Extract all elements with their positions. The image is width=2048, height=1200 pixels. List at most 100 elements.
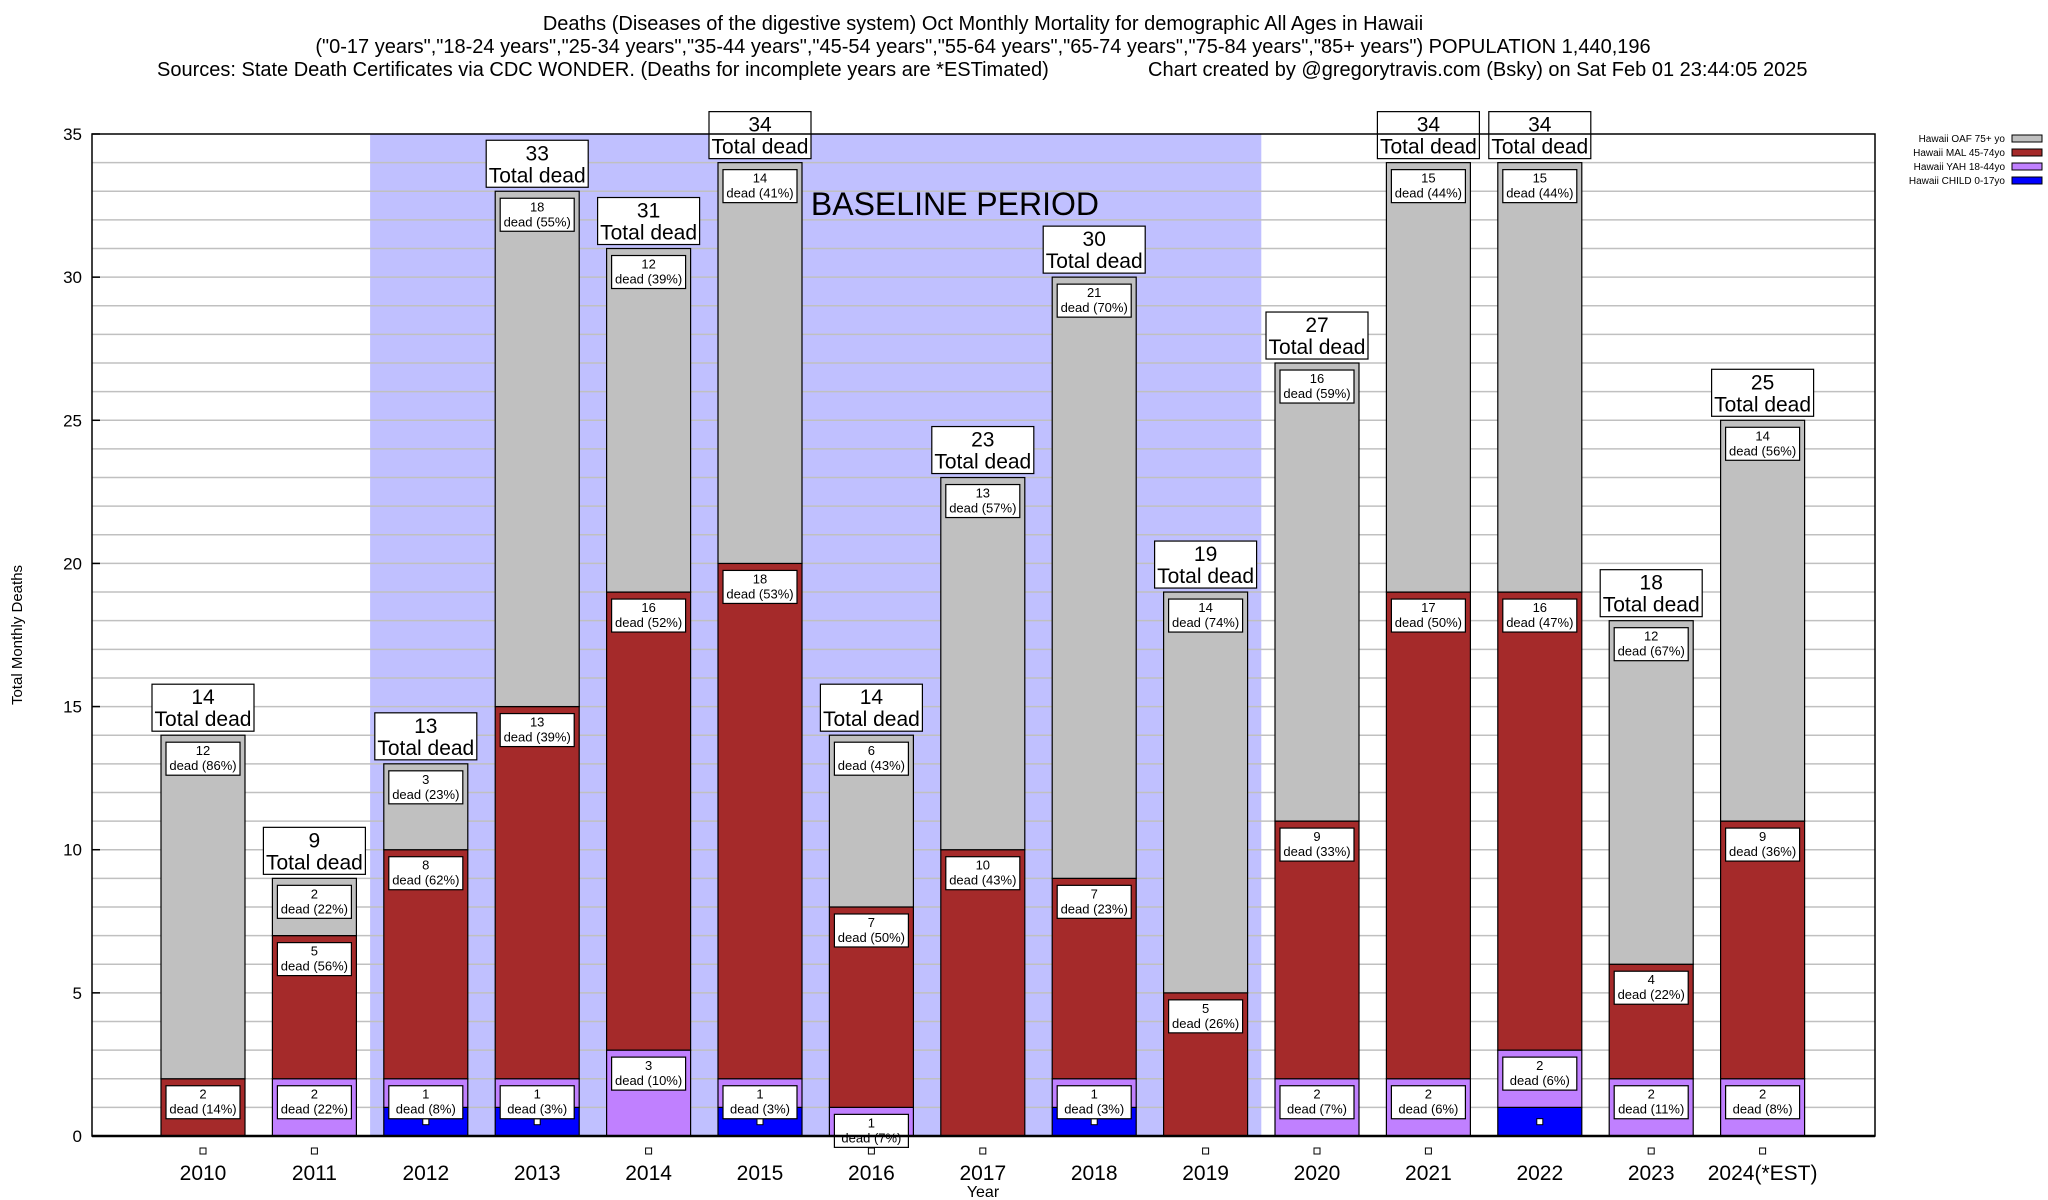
legend-label: Hawaii YAH 18-44yo bbox=[1914, 162, 2006, 173]
segment-count: 2 bbox=[1313, 1087, 1320, 1102]
total-value: 14 bbox=[860, 686, 884, 709]
zero-marker bbox=[645, 1147, 653, 1155]
segment-percent: dead (3%) bbox=[1064, 1102, 1124, 1117]
segment-percent: dead (52%) bbox=[615, 615, 682, 630]
segment-percent: dead (8%) bbox=[396, 1102, 456, 1117]
segment-label-box bbox=[1279, 369, 1355, 404]
segment-label-box bbox=[945, 483, 1021, 519]
bar-segment bbox=[160, 734, 246, 1080]
x-tick-label: 2020 bbox=[1294, 1162, 1341, 1185]
segment-percent: dead (86%) bbox=[169, 758, 236, 773]
x-tick-label: 2011 bbox=[292, 1162, 337, 1185]
segment-count: 1 bbox=[868, 1115, 875, 1130]
segment-count: 13 bbox=[976, 486, 990, 501]
segment-count: 8 bbox=[422, 858, 429, 873]
segment-count: 4 bbox=[1648, 972, 1655, 987]
legend-swatch bbox=[2011, 162, 2043, 171]
segment-label-box bbox=[499, 712, 575, 748]
segment-count: 5 bbox=[311, 944, 318, 959]
segment-count: 16 bbox=[1533, 600, 1547, 615]
segment-label-box bbox=[388, 770, 464, 805]
bar-segment bbox=[1608, 620, 1694, 965]
segment-percent: dead (7%) bbox=[841, 1130, 901, 1145]
segment-percent: dead (47%) bbox=[1506, 615, 1573, 630]
segment-label-box bbox=[833, 913, 910, 948]
segment-count: 14 bbox=[753, 171, 767, 186]
total-value: 27 bbox=[1305, 314, 1328, 337]
segment-count: 16 bbox=[1310, 371, 1324, 386]
segment-label-box bbox=[1613, 627, 1689, 662]
segment-label-box bbox=[1390, 169, 1467, 204]
zero-marker bbox=[1647, 1147, 1655, 1155]
legend-swatch bbox=[2011, 148, 2043, 157]
segment-count: 9 bbox=[1313, 829, 1320, 844]
segment-label-box bbox=[722, 169, 798, 204]
total-value: 23 bbox=[971, 429, 994, 452]
segment-label-box bbox=[1724, 1085, 1801, 1120]
chart-title: Deaths (Diseases of the digestive system… bbox=[157, 13, 1808, 81]
segment-percent: dead (67%) bbox=[1618, 644, 1685, 659]
segment-percent: dead (7%) bbox=[1287, 1102, 1347, 1117]
total-dead-label: Total dead bbox=[823, 708, 920, 731]
segment-label-box bbox=[1502, 1056, 1578, 1091]
segment-percent: dead (56%) bbox=[1729, 443, 1796, 458]
segment-percent: dead (43%) bbox=[949, 873, 1016, 888]
legend-swatch bbox=[2011, 176, 2043, 185]
child-marker bbox=[1536, 1118, 1544, 1126]
child-marker bbox=[756, 1118, 764, 1126]
segment-percent: dead (22%) bbox=[281, 901, 348, 916]
segment-label-box bbox=[1056, 884, 1132, 919]
total-value: 14 bbox=[191, 686, 215, 709]
y-tick-label: 25 bbox=[63, 411, 82, 430]
x-tick-label: 2021 bbox=[1405, 1162, 1452, 1185]
title-line-3: Sources: State Death Certificates via CD… bbox=[157, 59, 1049, 81]
segment-percent: dead (22%) bbox=[281, 1102, 348, 1117]
zero-marker bbox=[979, 1147, 987, 1155]
total-label-box bbox=[708, 111, 812, 160]
segment-percent: dead (11%) bbox=[1618, 1102, 1684, 1117]
segment-label-box bbox=[610, 598, 687, 633]
x-tick-label: 2019 bbox=[1182, 1162, 1229, 1185]
total-value: 18 bbox=[1640, 572, 1663, 595]
segment-label-box bbox=[165, 741, 241, 776]
total-dead-label: Total dead bbox=[1714, 393, 1811, 416]
segment-count: 2 bbox=[311, 886, 318, 901]
zero-marker bbox=[867, 1147, 875, 1155]
segment-label-box bbox=[1390, 1085, 1467, 1120]
zero-marker bbox=[1313, 1147, 1321, 1155]
segment-count: 1 bbox=[534, 1087, 541, 1102]
zero-marker bbox=[310, 1147, 318, 1155]
segment-label-box bbox=[1167, 999, 1244, 1034]
segment-label-box bbox=[388, 1085, 464, 1120]
segment-percent: dead (33%) bbox=[1283, 844, 1350, 859]
segment-count: 6 bbox=[868, 743, 875, 758]
segment-label-box bbox=[610, 1056, 687, 1091]
segment-count: 14 bbox=[1755, 428, 1769, 443]
segment-percent: dead (23%) bbox=[1061, 901, 1128, 916]
bar-segment bbox=[1051, 276, 1137, 879]
segment-label-box bbox=[165, 1085, 241, 1120]
segment-count: 13 bbox=[530, 715, 544, 730]
segment-percent: dead (50%) bbox=[838, 930, 905, 945]
x-tick-label: 2022 bbox=[1516, 1162, 1563, 1185]
segment-label-box bbox=[1724, 827, 1801, 862]
bar-segment bbox=[1274, 820, 1360, 1080]
segment-count: 17 bbox=[1421, 600, 1435, 615]
segment-percent: dead (56%) bbox=[281, 959, 348, 974]
total-value: 19 bbox=[1194, 543, 1217, 566]
total-dead-label: Total dead bbox=[1491, 136, 1588, 159]
segment-label-box bbox=[1613, 1085, 1689, 1120]
bar-segment bbox=[940, 476, 1026, 851]
legend-label: Hawaii CHILD 0-17yo bbox=[1909, 176, 2006, 187]
segment-percent: dead (39%) bbox=[504, 730, 571, 745]
bar-segment bbox=[605, 247, 692, 593]
segment-label-box bbox=[276, 941, 352, 977]
segment-percent: dead (44%) bbox=[1506, 186, 1573, 201]
segment-label-box bbox=[610, 254, 687, 290]
segment-count: 3 bbox=[422, 772, 429, 787]
segment-percent: dead (62%) bbox=[392, 873, 459, 888]
zero-marker bbox=[1759, 1147, 1767, 1155]
title-line-4: Chart created by @gregorytravis.com (Bsk… bbox=[1148, 59, 1808, 81]
segment-count: 7 bbox=[1091, 886, 1098, 901]
bar-segment bbox=[717, 562, 803, 1080]
